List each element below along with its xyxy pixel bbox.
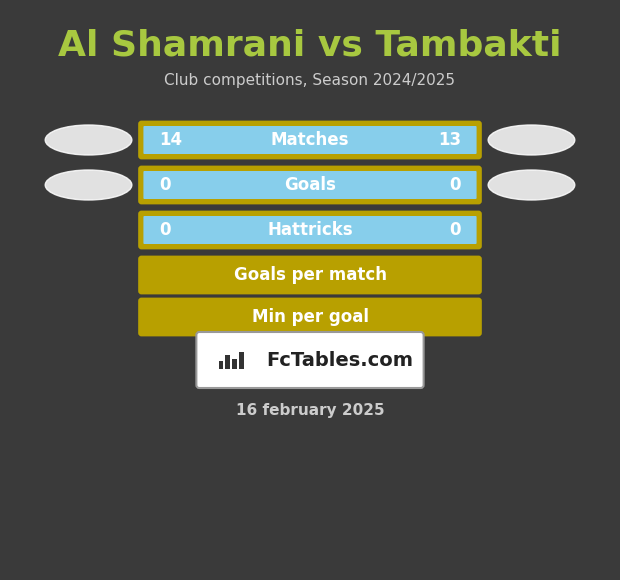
Text: FcTables.com: FcTables.com — [267, 350, 414, 369]
Bar — [232, 359, 237, 369]
FancyBboxPatch shape — [140, 167, 480, 203]
FancyBboxPatch shape — [140, 122, 480, 158]
Ellipse shape — [488, 125, 575, 155]
Ellipse shape — [488, 170, 575, 200]
FancyBboxPatch shape — [143, 261, 477, 289]
FancyBboxPatch shape — [140, 299, 480, 335]
Ellipse shape — [45, 125, 132, 155]
Bar — [239, 352, 244, 369]
Text: 14: 14 — [159, 131, 182, 149]
FancyBboxPatch shape — [143, 171, 477, 199]
Bar — [218, 361, 223, 369]
Text: Goals: Goals — [284, 176, 336, 194]
Text: 0: 0 — [159, 176, 170, 194]
Text: Matches: Matches — [271, 131, 349, 149]
Ellipse shape — [45, 170, 132, 200]
FancyBboxPatch shape — [143, 303, 477, 331]
Text: 0: 0 — [450, 221, 461, 239]
Text: Club competitions, Season 2024/2025: Club competitions, Season 2024/2025 — [164, 72, 456, 88]
Text: Min per goal: Min per goal — [252, 308, 368, 326]
FancyBboxPatch shape — [197, 332, 423, 388]
Text: 13: 13 — [438, 131, 461, 149]
FancyBboxPatch shape — [140, 257, 480, 293]
FancyBboxPatch shape — [143, 216, 477, 244]
Bar — [225, 355, 230, 369]
Text: 16 february 2025: 16 february 2025 — [236, 403, 384, 418]
FancyBboxPatch shape — [140, 212, 480, 248]
Text: Goals per match: Goals per match — [234, 266, 386, 284]
Text: 0: 0 — [159, 221, 170, 239]
Text: Al Shamrani vs Tambakti: Al Shamrani vs Tambakti — [58, 28, 562, 62]
Text: 0: 0 — [450, 176, 461, 194]
Text: Hattricks: Hattricks — [267, 221, 353, 239]
FancyBboxPatch shape — [143, 126, 477, 154]
